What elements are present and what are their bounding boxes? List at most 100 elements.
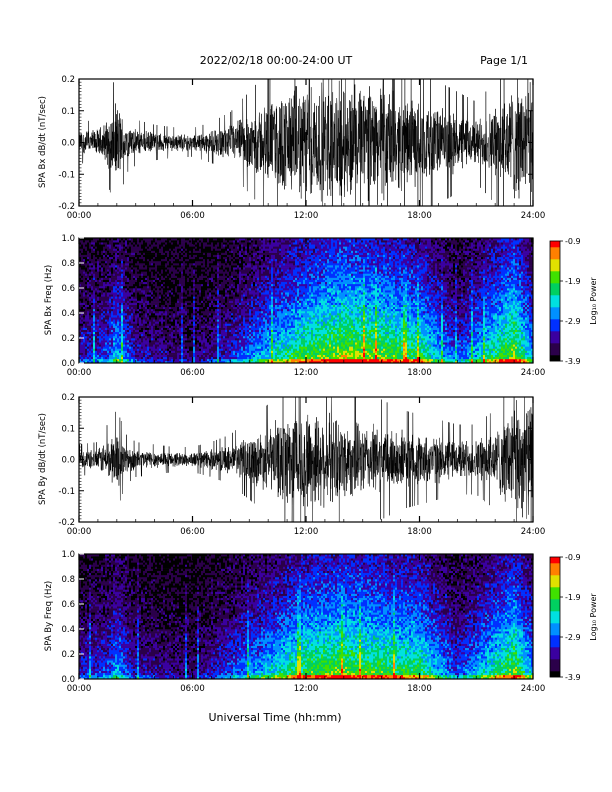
spectrogram-cell: [141, 238, 144, 241]
spectrogram-cell: [113, 308, 116, 312]
spectrogram-cell: [101, 329, 104, 333]
spectrogram-cell: [207, 238, 210, 241]
spectrogram-cell: [171, 342, 174, 345]
spectrogram-cell: [83, 240, 86, 243]
spectrogram-cell: [185, 310, 188, 314]
spectrogram-cell: [191, 321, 194, 324]
spectrogram-cell: [81, 310, 84, 314]
spectrogram-cell: [113, 296, 116, 299]
spectrogram-cell: [233, 290, 236, 293]
spectrogram-cell: [91, 256, 94, 260]
spectrogram-cell: [213, 356, 216, 360]
spectrogram-cell: [239, 354, 242, 358]
spectrogram-cell: [179, 302, 182, 305]
spectrogram-cell: [221, 310, 224, 314]
spectrogram-cell: [173, 306, 176, 310]
spectrogram-cell: [163, 335, 166, 339]
spectrogram-cell: [199, 319, 202, 322]
spectrogram-cell: [151, 352, 154, 355]
spectrogram-cell: [141, 360, 144, 364]
spectrogram-cell: [115, 338, 118, 341]
spectrogram-cell: [83, 290, 86, 293]
spectrogram-cell: [155, 302, 158, 305]
spectrogram-cell: [83, 244, 86, 247]
spectrogram-cell: [99, 323, 102, 326]
spectrogram-cell: [91, 258, 94, 262]
spectrogram-cell: [109, 267, 112, 270]
spectrogram-cell: [187, 256, 190, 260]
spectrogram-cell: [175, 317, 178, 320]
spectrogram-cell: [143, 348, 146, 351]
spectrogram-cell: [117, 358, 120, 362]
spectrogram-cell: [99, 294, 102, 297]
spectrogram-cell: [179, 344, 182, 347]
spectrogram-cell: [219, 248, 222, 251]
spectrogram-cell: [219, 329, 222, 333]
spectrogram-cell: [187, 281, 190, 285]
spectrogram-cell: [159, 338, 162, 341]
spectrogram-cell: [201, 265, 204, 268]
spectrogram-cell: [193, 350, 196, 353]
spectrogram-cell: [97, 340, 100, 343]
spectrogram-cell: [115, 342, 118, 345]
spectrogram-cell: [171, 354, 174, 358]
spectrogram-cell: [223, 273, 226, 276]
spectrogram-cell: [237, 313, 240, 316]
spectrogram-cell: [161, 288, 164, 291]
spectrogram-cell: [151, 344, 154, 347]
spectrogram-cell: [183, 331, 186, 335]
spectrogram-cell: [177, 290, 180, 293]
spectrogram-cell: [183, 242, 186, 245]
spectrogram-cell: [233, 240, 236, 243]
spectrogram-cell: [117, 342, 120, 345]
spectrogram-cell: [231, 260, 234, 264]
spectrogram-cell: [121, 263, 124, 266]
spectrogram-cell: [163, 352, 166, 355]
spectrogram-cell: [93, 346, 96, 349]
spectrogram-cell: [235, 248, 238, 251]
spectrogram-cell: [111, 342, 114, 345]
spectrogram-cell: [237, 238, 240, 241]
spectrogram-cell: [93, 248, 96, 251]
spectrogram-cell: [103, 308, 106, 312]
spectrogram-cell: [89, 342, 92, 345]
spectrogram-cell: [83, 333, 86, 337]
spectrogram-cell: [165, 296, 168, 299]
spectrogram-cell: [229, 300, 232, 303]
spectrogram-cell: [93, 344, 96, 347]
spectrogram-cell: [133, 313, 136, 316]
spectrogram-cell: [219, 333, 222, 337]
spectrogram-cell: [225, 256, 228, 260]
spectrogram-cell: [211, 329, 214, 333]
spectrogram-cell: [151, 304, 154, 308]
spectrogram-cell: [149, 273, 152, 276]
spectrogram-cell: [161, 296, 164, 299]
spectrogram-cell: [199, 333, 202, 337]
spectrogram-cell: [193, 325, 196, 328]
spectrogram-cell: [121, 344, 124, 347]
spectrogram-cell: [241, 304, 244, 308]
spectrogram-cell: [147, 258, 150, 262]
spectrogram-cell: [173, 310, 176, 314]
spectrogram-cell: [89, 315, 92, 318]
spectrogram-cell: [103, 323, 106, 326]
spectrogram-cell: [141, 333, 144, 337]
spectrogram-cell: [115, 277, 118, 280]
spectrogram-cell: [125, 315, 128, 318]
spectrogram-cell: [113, 327, 116, 330]
spectrogram-cell: [159, 317, 162, 320]
spectrogram-cell: [169, 273, 172, 276]
spectrogram-cell: [237, 254, 240, 258]
spectrogram-cell: [115, 260, 118, 264]
spectrogram-cell: [83, 315, 86, 318]
spectrogram-cell: [97, 252, 100, 255]
spectrogram-cell: [85, 327, 88, 330]
spectrogram-cell: [201, 294, 204, 297]
spectrogram-cell: [171, 267, 174, 270]
spectrogram-cell: [119, 346, 122, 349]
spectrogram-cell: [133, 246, 136, 249]
spectrogram-cell: [105, 340, 108, 343]
spectrogram-cell: [189, 354, 192, 358]
spectrogram-cell: [121, 238, 124, 241]
spectrogram-cell: [227, 269, 230, 272]
